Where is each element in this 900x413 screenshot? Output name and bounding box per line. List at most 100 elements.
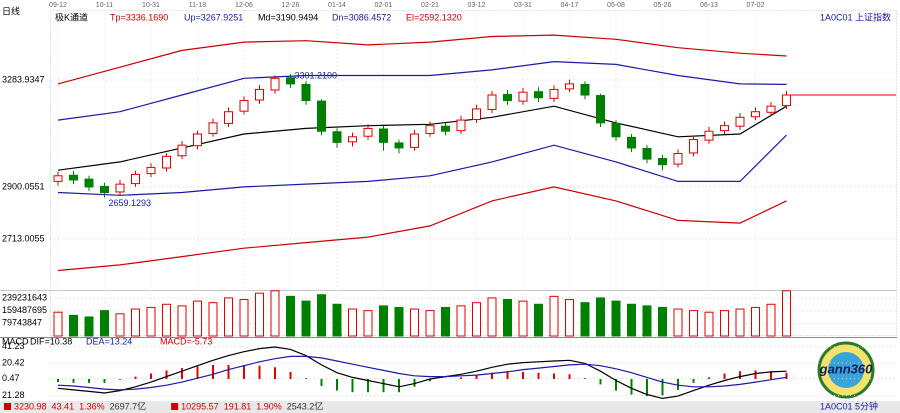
y-tick-label: 159487695 bbox=[2, 305, 47, 315]
y-tick-label: 3283.9347 bbox=[2, 74, 45, 84]
candle-body bbox=[735, 116, 745, 127]
logo: gann360 bbox=[817, 341, 875, 399]
x-tick-label: 12-26 bbox=[282, 2, 300, 9]
volume-bar bbox=[348, 308, 357, 337]
volume-bar bbox=[84, 316, 94, 337]
legend-entry: Dn=3086.4572 bbox=[332, 12, 391, 22]
candle-body bbox=[348, 136, 357, 143]
y-tick-label: 239231643 bbox=[2, 292, 47, 302]
volume-bar bbox=[534, 303, 543, 337]
status-item: 2543.2亿 bbox=[287, 400, 324, 411]
volume-bar bbox=[131, 308, 140, 337]
candle-body bbox=[704, 130, 714, 141]
candle-body bbox=[255, 88, 264, 101]
volume-bar bbox=[193, 300, 202, 337]
candle-body bbox=[549, 88, 559, 99]
status-icon bbox=[171, 403, 179, 410]
candle-body bbox=[596, 95, 605, 124]
y-tick-label: 2713.0055 bbox=[2, 233, 45, 243]
candle-body bbox=[642, 147, 652, 160]
volume-bar bbox=[425, 310, 435, 337]
volume-bar bbox=[177, 305, 187, 337]
volume-bar bbox=[487, 297, 497, 337]
candle-body bbox=[394, 142, 404, 149]
x-tick-label: 11-18 bbox=[189, 2, 206, 9]
legend-entry: Tp=3336.1690 bbox=[110, 12, 168, 22]
volume-bar bbox=[69, 314, 78, 337]
volume-bar bbox=[301, 300, 311, 337]
candle-body bbox=[751, 111, 760, 118]
candle-body bbox=[410, 133, 419, 148]
candle-body bbox=[239, 100, 249, 112]
volume-bar bbox=[146, 306, 156, 337]
volume-bar bbox=[441, 306, 450, 337]
volume-bar bbox=[735, 308, 745, 337]
volume-bar bbox=[766, 303, 776, 337]
annotation: 2659.1293 bbox=[109, 198, 152, 208]
candle-body bbox=[100, 185, 109, 194]
volume-bar bbox=[704, 311, 714, 337]
y-tick-label: 2900.0551 bbox=[2, 181, 45, 191]
x-tick-label: 10-11 bbox=[96, 2, 113, 9]
candle-body bbox=[146, 166, 156, 175]
x-tick-label: 02-01 bbox=[375, 2, 393, 9]
volume-bar bbox=[270, 290, 280, 337]
candle-body bbox=[766, 105, 776, 113]
x-tick-label: 03-12 bbox=[468, 2, 486, 9]
volume-bar bbox=[503, 299, 512, 337]
channel-line bbox=[57, 186, 787, 272]
candle-body bbox=[720, 125, 729, 132]
x-tick-label: 05-08 bbox=[607, 2, 625, 9]
symbol-label: 1A0C01 上证指数 bbox=[820, 11, 891, 22]
status-item: 3230.98 bbox=[14, 401, 47, 411]
status-item: 10295.57 bbox=[181, 401, 219, 411]
volume-bar bbox=[580, 302, 590, 337]
volume-bar bbox=[627, 303, 636, 337]
channel-line bbox=[57, 134, 787, 196]
candle-body bbox=[84, 178, 94, 188]
x-tick-label: 02-21 bbox=[421, 2, 439, 9]
y-tick-label: 0.47 bbox=[2, 373, 20, 383]
candle-body bbox=[456, 119, 466, 132]
legend-entry: Md=3190.9494 bbox=[258, 12, 318, 22]
legend-entry: DIF=10.38 bbox=[30, 336, 72, 346]
x-tick-label: 09-12 bbox=[49, 2, 67, 9]
candle-body bbox=[782, 94, 791, 107]
volume-bar bbox=[751, 306, 760, 337]
x-tick-label: 01-14 bbox=[328, 2, 346, 9]
candle-body bbox=[627, 136, 636, 149]
macd-title: MACD bbox=[2, 336, 29, 346]
volume-bar bbox=[394, 306, 404, 337]
candle-body bbox=[53, 175, 63, 182]
candle-body bbox=[208, 122, 218, 134]
candle-body bbox=[534, 91, 543, 99]
candle-body bbox=[503, 93, 512, 102]
volume-bar bbox=[239, 299, 249, 337]
candle-body bbox=[193, 133, 202, 147]
y-tick-label: 41.23 bbox=[2, 341, 25, 351]
legend-entry: El=2592.1320 bbox=[406, 12, 462, 22]
candle-body bbox=[177, 144, 187, 157]
status-icon bbox=[4, 403, 11, 410]
x-tick-label: 12-06 bbox=[235, 2, 253, 9]
volume-bar bbox=[565, 299, 574, 337]
status-item: 1.90% bbox=[256, 401, 282, 411]
candle-body bbox=[317, 100, 326, 132]
candle-body bbox=[673, 153, 683, 165]
candle-body bbox=[441, 125, 450, 132]
candle-body bbox=[115, 183, 125, 193]
y-tick-label: 79743847 bbox=[2, 318, 42, 328]
volume-bar bbox=[611, 300, 621, 337]
candle-body bbox=[162, 155, 171, 169]
status-item: 43.41 bbox=[52, 401, 75, 411]
macd-value: MACD=-5.73 bbox=[160, 336, 212, 346]
candle-body bbox=[487, 94, 497, 110]
candle-body bbox=[69, 174, 78, 181]
volume-bar bbox=[549, 295, 559, 337]
legend-entry: DEA=13.24 bbox=[86, 336, 132, 346]
volume-bar bbox=[115, 313, 125, 337]
volume-bar bbox=[596, 297, 605, 337]
candle-body bbox=[425, 125, 435, 134]
